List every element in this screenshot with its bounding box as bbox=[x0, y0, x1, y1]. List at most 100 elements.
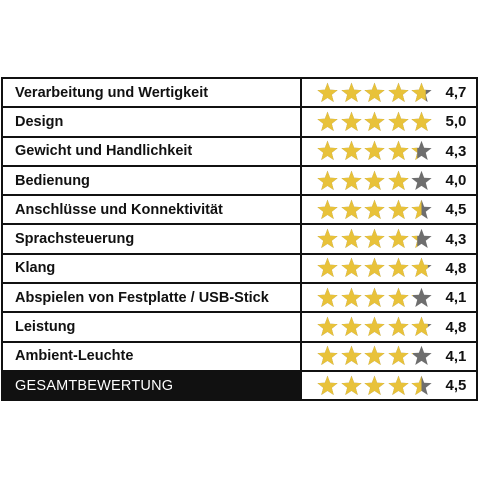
star-filled-icon bbox=[317, 82, 338, 102]
rating-row-anschluesse: Anschlüsse und Konnektivität 4,5 bbox=[3, 196, 478, 226]
star-partial-icon bbox=[411, 140, 432, 161]
star-filled-icon bbox=[364, 111, 385, 131]
star-partial-icon bbox=[411, 228, 432, 249]
star-filled-icon bbox=[387, 228, 409, 249]
star-rating bbox=[316, 345, 434, 367]
star-partial-icon bbox=[411, 287, 432, 307]
star-filled-icon bbox=[387, 316, 409, 336]
star-filled-icon bbox=[317, 140, 338, 161]
rating-cell: 4,0 bbox=[302, 166, 478, 197]
rating-row-ambient: Ambient-Leuchte 4,1 bbox=[3, 342, 478, 372]
rating-row-sprachsteuerung: Sprachsteuerung 4,3 bbox=[3, 225, 478, 255]
criterion-label: Sprachsteuerung bbox=[3, 225, 302, 255]
star-rating bbox=[316, 140, 434, 162]
score-value: 4,8 bbox=[445, 259, 467, 277]
star-filled-icon bbox=[317, 316, 338, 336]
star-empty-icon bbox=[411, 170, 432, 190]
rating-row-leistung: Leistung 4,8 bbox=[3, 313, 478, 343]
criterion-label: Abspielen von Festplatte / USB-Stick bbox=[3, 284, 302, 314]
star-filled-icon bbox=[364, 258, 385, 278]
star-partial-icon bbox=[411, 375, 432, 395]
star-partial-icon bbox=[411, 346, 432, 366]
star-filled-icon bbox=[387, 140, 409, 161]
rating-cell: 4,3 bbox=[302, 137, 478, 167]
star-partial-icon bbox=[411, 82, 432, 102]
rating-cell: 4,5 bbox=[302, 196, 478, 226]
star-filled-icon bbox=[317, 258, 338, 278]
score-value: 4,5 bbox=[445, 201, 467, 219]
star-filled-icon bbox=[387, 199, 409, 219]
star-rating bbox=[316, 228, 434, 250]
star-rating bbox=[316, 287, 434, 309]
star-filled-icon bbox=[387, 346, 409, 366]
star-filled-icon bbox=[340, 199, 362, 219]
criterion-label: Klang bbox=[3, 254, 302, 285]
star-filled-icon bbox=[364, 170, 385, 190]
star-filled-icon bbox=[387, 375, 409, 395]
rating-row-design: Design 5,0 bbox=[3, 108, 478, 138]
star-partial-icon bbox=[411, 258, 432, 278]
star-filled-icon bbox=[364, 375, 385, 395]
criterion-label: Verarbeitung und Wertigkeit bbox=[3, 79, 302, 109]
rating-row-abspielen: Abspielen von Festplatte / USB-Stick 4,1 bbox=[3, 284, 478, 314]
rating-row-bedienung: Bedienung 4,0 bbox=[3, 166, 478, 197]
star-filled-icon bbox=[340, 258, 362, 278]
star-filled-icon bbox=[364, 316, 385, 336]
star-filled-icon bbox=[364, 82, 385, 102]
rating-cell: 5,0 bbox=[302, 108, 478, 138]
criterion-label: Ambient-Leuchte bbox=[3, 342, 302, 372]
star-filled-icon bbox=[317, 111, 338, 131]
star-rating bbox=[316, 257, 434, 279]
star-filled-icon bbox=[340, 228, 362, 249]
star-filled-icon bbox=[364, 287, 385, 307]
rating-cell: 4,8 bbox=[302, 254, 478, 285]
criterion-label: Leistung bbox=[3, 313, 302, 343]
star-filled-icon bbox=[317, 170, 338, 190]
score-value: 4,1 bbox=[445, 347, 467, 365]
star-filled-icon bbox=[364, 199, 385, 219]
criterion-label: Gewicht und Handlichkeit bbox=[3, 137, 302, 167]
star-rating bbox=[316, 375, 434, 397]
score-value: 4,8 bbox=[445, 318, 467, 336]
rating-cell: 4,5 bbox=[302, 371, 478, 402]
star-filled-icon bbox=[387, 111, 409, 131]
rating-cell: 4,7 bbox=[302, 79, 478, 109]
star-filled-icon bbox=[387, 170, 409, 190]
star-filled-icon bbox=[340, 346, 362, 366]
score-value: 4,0 bbox=[445, 172, 467, 190]
star-filled-icon bbox=[317, 346, 338, 366]
star-filled-icon bbox=[340, 140, 362, 161]
star-rating bbox=[316, 199, 434, 221]
star-rating bbox=[316, 111, 434, 133]
rating-row-klang: Klang 4,8 bbox=[3, 254, 478, 285]
star-filled-icon bbox=[317, 375, 338, 395]
star-rating bbox=[316, 316, 434, 338]
criterion-label: Design bbox=[3, 108, 302, 138]
rating-cell: 4,1 bbox=[302, 342, 478, 372]
star-filled-icon bbox=[317, 199, 338, 219]
star-filled-icon bbox=[340, 82, 362, 102]
score-value: 4,3 bbox=[445, 230, 467, 248]
score-value: 4,3 bbox=[445, 142, 467, 160]
score-value: 4,1 bbox=[445, 289, 467, 307]
star-filled-icon bbox=[364, 346, 385, 366]
rating-cell: 4,3 bbox=[302, 225, 478, 255]
score-value: 5,0 bbox=[445, 113, 467, 131]
star-rating bbox=[316, 82, 434, 104]
rating-row-gewicht: Gewicht und Handlichkeit 4,3 bbox=[3, 137, 478, 167]
star-rating bbox=[316, 170, 434, 192]
star-filled-icon bbox=[317, 228, 338, 249]
rating-row-total: GESAMTBEWERTUNG 4,5 bbox=[3, 371, 478, 402]
star-filled-icon bbox=[340, 375, 362, 395]
star-filled-icon bbox=[340, 170, 362, 190]
rating-row-verarbeitung: Verarbeitung und Wertigkeit 4,7 bbox=[3, 79, 478, 109]
total-label: GESAMTBEWERTUNG bbox=[3, 371, 302, 402]
star-filled-icon bbox=[317, 287, 338, 307]
criterion-label: Bedienung bbox=[3, 166, 302, 197]
score-value: 4,7 bbox=[445, 84, 467, 102]
star-filled-icon bbox=[387, 82, 409, 102]
rating-cell: 4,8 bbox=[302, 313, 478, 343]
rating-table: Verarbeitung und Wertigkeit 4,7 Design 5… bbox=[1, 77, 478, 402]
star-filled-icon bbox=[411, 111, 432, 131]
criterion-label: Anschlüsse und Konnektivität bbox=[3, 196, 302, 226]
